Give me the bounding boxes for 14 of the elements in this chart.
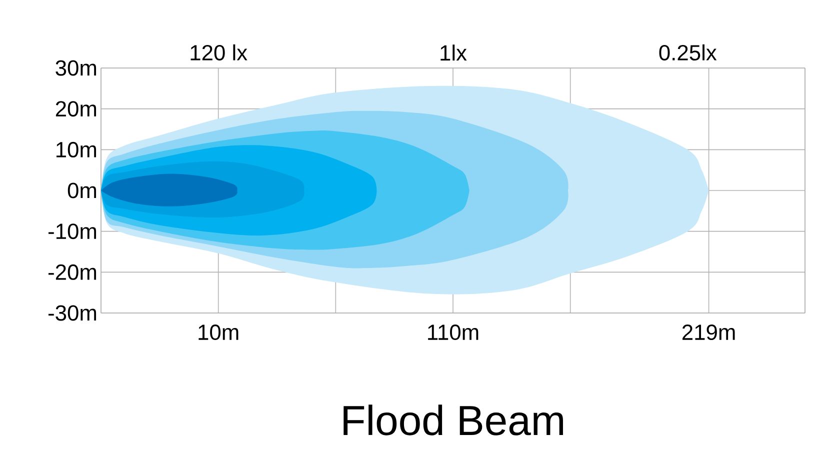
text: 1lx	[440, 44, 467, 60]
y-tick-label: -30m	[48, 305, 96, 321]
x-tick-label: 10m	[198, 324, 238, 340]
y-tick-label: 0m	[68, 182, 96, 198]
y-tick-label: 10m	[56, 142, 96, 158]
y-tick-label: 30m	[56, 60, 96, 76]
x-tick-label: 219m	[682, 324, 735, 340]
text: 120 lx	[190, 44, 248, 60]
y-tick-label: -10m	[48, 224, 96, 240]
y-tick-label: 20m	[56, 101, 96, 117]
text: Flood Beam	[344, 404, 563, 436]
y-tick-label: -20m	[48, 264, 96, 280]
x-tick-label: 110m	[428, 324, 478, 340]
text: 0.25lx	[659, 44, 717, 60]
